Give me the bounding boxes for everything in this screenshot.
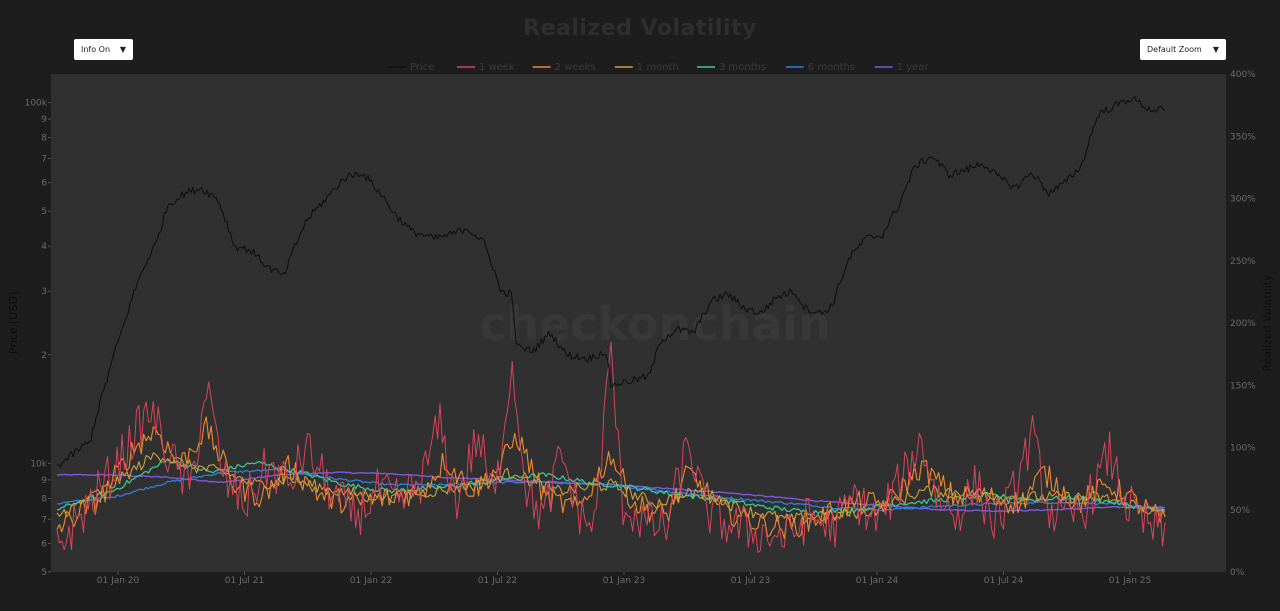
chevron-down-icon: ▼	[119, 45, 126, 54]
price-tick-label: 100k	[25, 99, 48, 109]
volatility-line-1-week	[56, 341, 1166, 553]
price-line	[56, 95, 1166, 468]
legend-label: 1 year	[897, 62, 930, 73]
date-tick-label: 01 Jan 22	[350, 576, 393, 586]
price-tick-label: 5	[41, 207, 47, 217]
chart-title: Realized Volatility	[523, 16, 757, 41]
date-tick-label: 01 Jul 24	[984, 576, 1024, 586]
legend-label: 1 week	[479, 62, 515, 73]
date-tick-label: 01 Jul 22	[478, 576, 518, 586]
price-tick-label: 10k	[30, 459, 47, 469]
legend-label: 1 month	[637, 62, 679, 73]
volatility-axis: 0% 50% 100% 150% 200% 250% 300% 350% 400%	[1230, 70, 1256, 578]
price-tick-label: 7	[41, 154, 47, 164]
zoom-dropdown-value: Default Zoom	[1147, 45, 1202, 54]
price-tick-label: 8	[41, 494, 47, 504]
price-tick-label: 4	[41, 242, 47, 252]
legend-item[interactable]: 1 week	[457, 62, 515, 73]
volatility-tick-label: 250%	[1230, 257, 1256, 267]
legend-item[interactable]: 1 month	[614, 62, 679, 73]
price-tick-label: 2	[41, 351, 47, 361]
legend-item[interactable]: 1 year	[874, 62, 930, 73]
price-tick-label: 5	[41, 568, 47, 578]
legend-label: Price	[410, 62, 434, 73]
price-tick-label: 3	[41, 287, 47, 297]
volatility-axis-label: Realized Volatility	[1261, 274, 1274, 372]
volatility-tick-label: 50%	[1230, 506, 1250, 516]
price-tick-label: 6	[41, 179, 47, 189]
zoom-dropdown[interactable]: Default Zoom ▼	[1140, 39, 1226, 60]
volatility-tick-label: 350%	[1230, 132, 1256, 142]
price-tick-label: 6	[41, 539, 47, 549]
legend-item[interactable]: 3 months	[697, 62, 766, 73]
price-tick-label: 8	[41, 134, 47, 144]
info-toggle-dropdown[interactable]: Info On ▼	[74, 39, 133, 60]
price-tick-label: 9	[41, 476, 47, 486]
volatility-tick-label: 300%	[1230, 195, 1256, 205]
legend-item[interactable]: 2 weeks	[532, 62, 596, 73]
date-axis: 01 Jan 20 01 Jul 21 01 Jan 22 01 Jul 22 01 J…	[97, 572, 1152, 586]
price-tick-label: 7	[41, 515, 47, 525]
volatility-line-3-months	[56, 458, 1166, 516]
volatility-tick-label: 200%	[1230, 319, 1256, 329]
volatility-line-2-weeks	[56, 416, 1166, 540]
volatility-tick-label: 150%	[1230, 381, 1256, 391]
price-tick-label: 9	[41, 115, 47, 125]
volatility-series	[56, 341, 1166, 553]
legend-item[interactable]: Price	[388, 62, 434, 73]
price-series	[56, 95, 1166, 468]
price-axis: 100k 9 8 7 6 5 4 3 2 10k 9 8 7 6 5	[25, 99, 51, 578]
date-tick-label: 01 Jan 25	[1109, 576, 1152, 586]
volatility-tick-label: 100%	[1230, 444, 1256, 454]
watermark: checkonchain	[479, 297, 831, 351]
legend-item[interactable]: 6 months	[785, 62, 855, 73]
date-tick-label: 01 Jul 23	[731, 576, 771, 586]
legend-label: 3 months	[719, 62, 766, 73]
legend-label: 2 weeks	[555, 62, 596, 73]
price-axis-label: Price [USD]	[7, 292, 20, 354]
info-dropdown-value: Info On	[81, 45, 111, 54]
chevron-down-icon: ▼	[1212, 45, 1219, 54]
date-tick-label: 01 Jan 24	[856, 576, 899, 586]
date-tick-label: 01 Jan 23	[603, 576, 646, 586]
volatility-line-6-months	[56, 468, 1166, 512]
date-tick-label: 01 Jul 21	[225, 576, 265, 586]
volatility-line-1-month	[56, 452, 1166, 524]
volatility-tick-label: 0%	[1230, 568, 1245, 578]
legend-label: 6 months	[808, 62, 855, 73]
volatility-tick-label: 400%	[1230, 70, 1256, 80]
date-tick-label: 01 Jan 20	[97, 576, 140, 586]
legend: Price 1 week 2 weeks 1 month 3 months 6 month…	[388, 62, 929, 73]
